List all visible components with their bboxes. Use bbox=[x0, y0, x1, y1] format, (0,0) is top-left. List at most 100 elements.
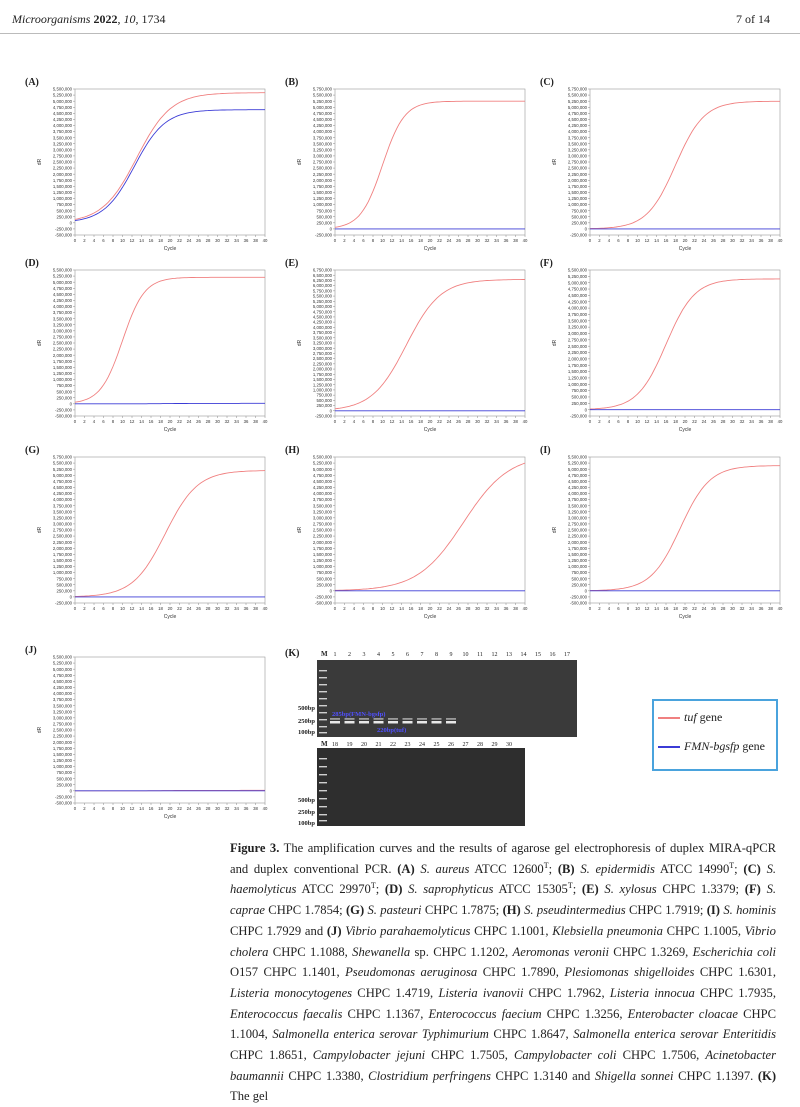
y-tick-label: 0 bbox=[70, 595, 73, 600]
x-tick-label: 22 bbox=[177, 806, 182, 811]
x-tick-label: 40 bbox=[523, 238, 528, 243]
y-axis-label: dR bbox=[552, 339, 558, 346]
caption-segment: The gel bbox=[230, 1089, 269, 1104]
panel-label: (J) bbox=[25, 645, 37, 656]
y-tick-label: 4,000,000 bbox=[53, 123, 73, 128]
series-line bbox=[75, 470, 266, 597]
x-tick-label: 12 bbox=[645, 606, 650, 611]
y-tick-label: -500,000 bbox=[315, 601, 333, 606]
y-tick-label: 2,500,000 bbox=[568, 166, 588, 171]
x-tick-label: 24 bbox=[447, 238, 452, 243]
y-tick-label: 1,750,000 bbox=[53, 178, 73, 183]
x-tick-label: 40 bbox=[263, 606, 268, 611]
caption-segment: Acinetobacter baumannii bbox=[230, 1048, 776, 1083]
x-tick-label: 0 bbox=[334, 238, 337, 243]
x-tick-label: 4 bbox=[93, 238, 96, 243]
series-line bbox=[334, 100, 525, 228]
x-tick-label: 8 bbox=[112, 806, 115, 811]
x-tick-label: 6 bbox=[102, 806, 105, 811]
x-tick-label: 20 bbox=[683, 606, 688, 611]
y-tick-label: 1,500,000 bbox=[313, 552, 333, 557]
y-tick-label: -500,000 bbox=[55, 801, 73, 806]
y-tick-label: 5,000,000 bbox=[568, 105, 588, 110]
y-tick-label: 4,750,000 bbox=[53, 673, 73, 678]
y-tick-label: 5,250,000 bbox=[53, 274, 73, 279]
ladder-label: 100bp bbox=[298, 729, 315, 736]
y-tick-label: 2,250,000 bbox=[568, 350, 588, 355]
y-tick-label: 3,250,000 bbox=[568, 147, 588, 152]
y-tick-label: 5,250,000 bbox=[53, 467, 73, 472]
x-tick-label: 12 bbox=[130, 238, 135, 243]
y-tick-label: -250,000 bbox=[315, 414, 333, 419]
x-tick-label: 4 bbox=[93, 806, 96, 811]
y-tick-label: 4,750,000 bbox=[313, 111, 333, 116]
y-tick-label: 4,500,000 bbox=[568, 293, 588, 298]
caption-segment: Campylobacter coli bbox=[513, 1048, 617, 1063]
x-tick-label: 38 bbox=[513, 419, 518, 424]
caption-segment: CHPC 1.3379; bbox=[656, 882, 745, 897]
y-tick-label: 3,750,000 bbox=[53, 697, 73, 702]
plot-frame bbox=[589, 88, 781, 236]
x-tick-label: 30 bbox=[730, 606, 735, 611]
x-tick-label: 26 bbox=[456, 419, 461, 424]
y-tick-label: 3,000,000 bbox=[568, 154, 588, 159]
x-tick-label: 0 bbox=[74, 606, 77, 611]
y-tick-label: 0 bbox=[70, 220, 73, 225]
y-tick-label: 750,000 bbox=[571, 208, 587, 213]
y-tick-label: 2,750,000 bbox=[568, 337, 588, 342]
caption-segment: Klebsiella pneumonia bbox=[552, 923, 663, 938]
y-tick-label: -250,000 bbox=[570, 595, 588, 600]
x-tick-label: 0 bbox=[334, 419, 337, 424]
y-tick-label: 2,000,000 bbox=[313, 540, 333, 545]
amplification-chart: 5,500,0005,250,0005,000,0004,750,0004,50… bbox=[297, 455, 528, 620]
y-tick-label: 3,250,000 bbox=[313, 509, 333, 514]
y-tick-label: 750,000 bbox=[571, 570, 587, 575]
y-axis-label: dR bbox=[37, 158, 43, 165]
ladder-band bbox=[319, 684, 327, 686]
lane-label: 18 bbox=[332, 742, 338, 748]
caption-segment: T bbox=[543, 860, 549, 870]
x-tick-label: 12 bbox=[390, 606, 395, 611]
x-tick-label: 8 bbox=[372, 419, 375, 424]
band-tuf bbox=[417, 721, 427, 724]
y-tick-label: 3,250,000 bbox=[53, 141, 73, 146]
lane-label: 4 bbox=[377, 652, 380, 658]
y-tick-label: 5,500,000 bbox=[313, 455, 333, 460]
y-tick-label: 4,750,000 bbox=[53, 286, 73, 291]
panel-label: (E) bbox=[285, 258, 299, 269]
y-tick-label: 1,500,000 bbox=[53, 365, 73, 370]
x-tick-label: 40 bbox=[263, 806, 268, 811]
band-tuf bbox=[344, 721, 355, 724]
y-tick-label: 3,500,000 bbox=[313, 335, 333, 340]
amplification-chart: 5,750,0005,500,0005,250,0005,000,0004,75… bbox=[37, 455, 268, 620]
y-tick-label: 750,000 bbox=[56, 770, 72, 775]
caption-segment: (F) bbox=[744, 882, 761, 897]
y-tick-label: 6,250,000 bbox=[313, 278, 333, 283]
caption-segment: (A) bbox=[397, 861, 415, 876]
x-tick-label: 12 bbox=[130, 806, 135, 811]
y-axis-label: dR bbox=[37, 339, 43, 346]
caption-segment: S. hominis bbox=[723, 903, 776, 918]
amplification-panel: 5,750,000 5,500,000 5,250,000 5,000,000 4,75… bbox=[540, 77, 795, 257]
x-tick-label: 28 bbox=[466, 419, 471, 424]
y-tick-label: 3,750,000 bbox=[568, 135, 588, 140]
ladder-band bbox=[319, 732, 327, 734]
y-tick-label: 0 bbox=[585, 407, 588, 412]
y-tick-label: 5,500,000 bbox=[53, 87, 73, 92]
x-tick-label: 14 bbox=[139, 606, 144, 611]
y-tick-label: 4,250,000 bbox=[313, 123, 333, 128]
x-tick-label: 2 bbox=[343, 238, 346, 243]
caption-segment: (B) bbox=[557, 861, 575, 876]
y-tick-label: 250,000 bbox=[56, 782, 72, 787]
ladder-label: 500bp bbox=[298, 797, 315, 804]
lane-label: 26 bbox=[448, 742, 454, 748]
caption-segment: CHPC 1.7962, bbox=[523, 985, 610, 1000]
y-tick-label: 0 bbox=[70, 401, 73, 406]
x-tick-label: 10 bbox=[380, 238, 385, 243]
x-tick-label: 32 bbox=[485, 238, 490, 243]
caption-segment: S. saprophyticus bbox=[408, 882, 494, 897]
series-line bbox=[75, 402, 265, 405]
plot-frame bbox=[74, 88, 266, 236]
gel-top-background bbox=[317, 660, 577, 737]
x-tick-label: 4 bbox=[93, 606, 96, 611]
